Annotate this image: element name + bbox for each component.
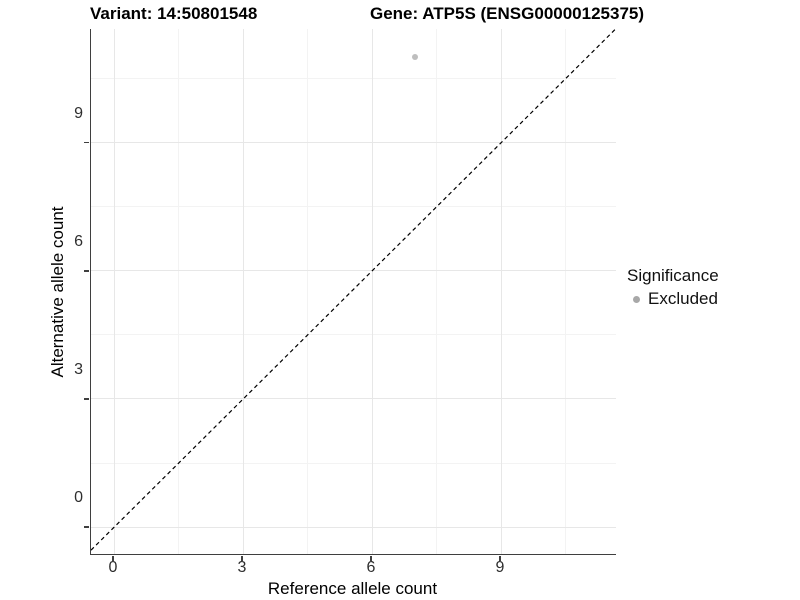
grid-line [307, 29, 309, 554]
grid-line [91, 142, 616, 144]
y-axis-tick-label: 3 [74, 361, 83, 378]
y-axis-tick-label: 0 [74, 489, 83, 506]
plot-title-gene: Gene: ATP5S (ENSG00000125375) [370, 4, 645, 23]
plot-title-variant: Variant: 14:50801548 [90, 4, 258, 23]
x-axis-tick-label: 0 [108, 559, 118, 576]
y-axis-tick [84, 141, 89, 144]
grid-line [565, 29, 567, 554]
grid-line [91, 270, 616, 272]
y-axis-title: Alternative allele count [48, 206, 67, 378]
y-axis-tick [84, 270, 89, 272]
identity-dashed-line [91, 29, 616, 551]
grid-line [91, 78, 616, 80]
grid-line [91, 526, 616, 528]
legend-key-dot-icon [633, 295, 640, 303]
grid-line [178, 29, 180, 554]
x-axis-tick-label: 9 [495, 559, 505, 576]
x-axis-tick [499, 556, 501, 561]
reference-line-layer [91, 29, 616, 551]
grid-line [500, 29, 502, 554]
x-axis-tick [370, 556, 372, 561]
x-axis-tick-label: 3 [237, 559, 247, 576]
grid-line [91, 206, 616, 208]
grid-line [91, 334, 616, 336]
legend-title: Significance [627, 266, 719, 285]
y-axis-tick [84, 526, 89, 528]
x-axis-title: Reference allele count [267, 579, 438, 598]
legend-item-label: Excluded [648, 289, 718, 308]
grid-line [113, 29, 115, 554]
plot-panel [90, 29, 616, 555]
grid-line [91, 462, 616, 464]
y-axis-tick-label: 9 [74, 105, 83, 122]
data-point [412, 54, 419, 61]
x-axis-tick [241, 556, 243, 561]
grid-line [242, 29, 244, 554]
legend-item: Excluded [627, 289, 719, 309]
x-axis-tick-label: 6 [366, 559, 376, 576]
y-axis-tick [84, 398, 89, 400]
grid-line [371, 29, 373, 554]
y-axis-tick-label: 6 [74, 233, 83, 250]
legend: Significance Excluded [627, 266, 719, 309]
grid-line [91, 398, 616, 400]
grid-line [436, 29, 438, 554]
x-axis-tick [112, 556, 114, 561]
